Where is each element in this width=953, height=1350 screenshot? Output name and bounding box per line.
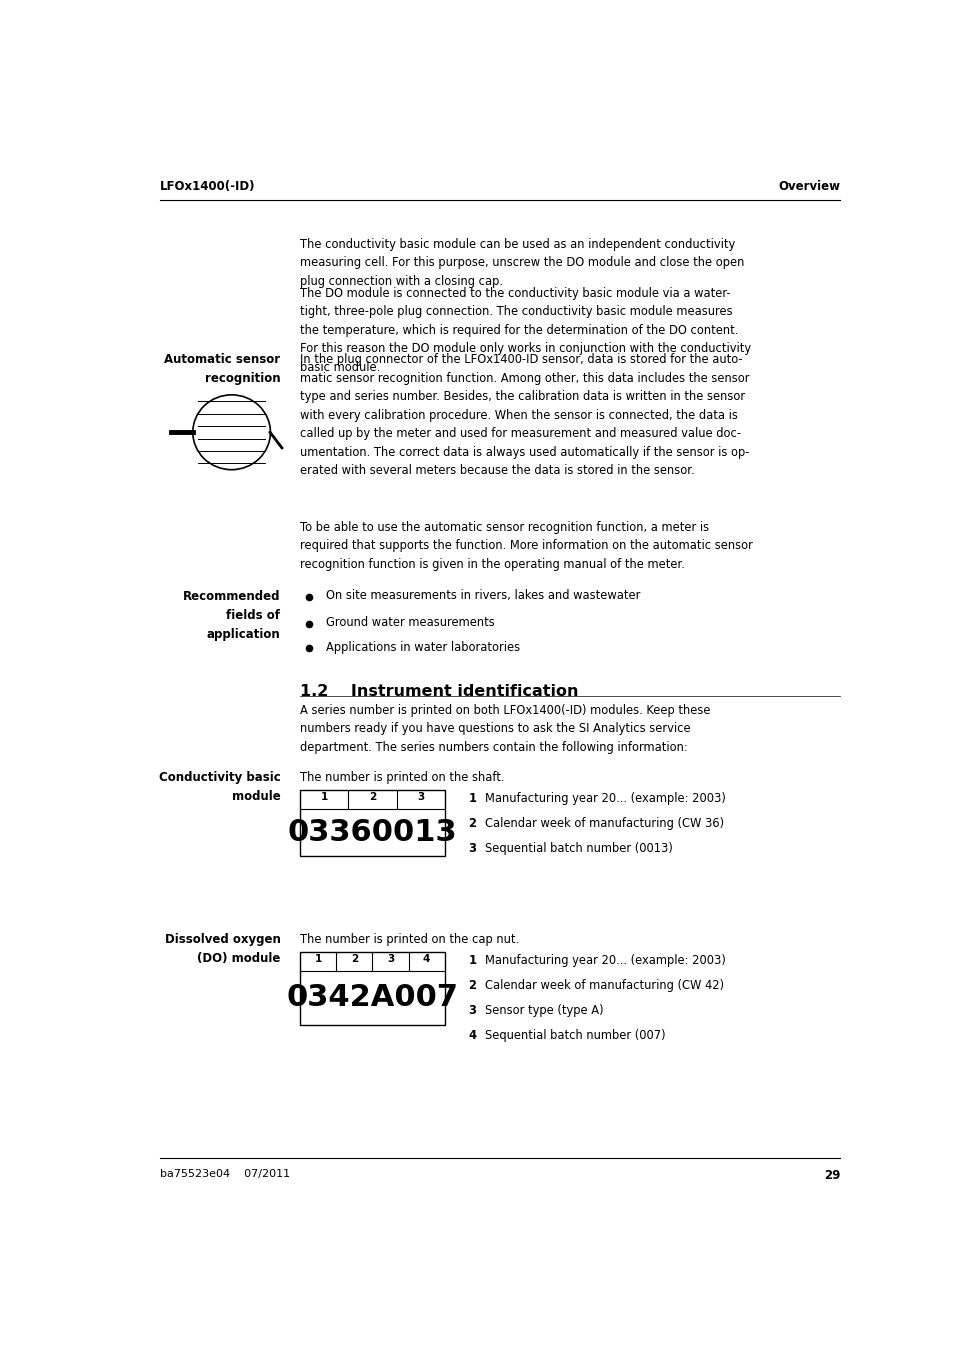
Text: 4: 4 xyxy=(468,1029,476,1042)
Text: 1: 1 xyxy=(468,792,476,805)
Text: 03360013: 03360013 xyxy=(288,818,456,846)
Text: 3: 3 xyxy=(387,954,394,964)
Text: 1.2    Instrument identification: 1.2 Instrument identification xyxy=(300,684,578,699)
Text: 1: 1 xyxy=(320,792,328,802)
Text: Sequential batch number (0013): Sequential batch number (0013) xyxy=(485,842,673,855)
Bar xyxy=(300,952,444,1025)
Text: A series number is printed on both LFOx1400(-ID) modules. Keep these
numbers rea: A series number is printed on both LFOx1… xyxy=(300,703,710,753)
Text: 3: 3 xyxy=(468,842,476,855)
Text: In the plug connector of the LFOx1400-ID sensor, data is stored for the auto-
ma: In the plug connector of the LFOx1400-ID… xyxy=(300,354,749,478)
Text: 0342A007: 0342A007 xyxy=(286,983,458,1012)
Text: To be able to use the automatic sensor recognition function, a meter is
required: To be able to use the automatic sensor r… xyxy=(300,521,753,571)
Text: Applications in water laboratories: Applications in water laboratories xyxy=(326,641,519,653)
Text: ba75523e04    07/2011: ba75523e04 07/2011 xyxy=(160,1169,290,1180)
Text: Calendar week of manufacturing (CW 42): Calendar week of manufacturing (CW 42) xyxy=(485,979,723,992)
Text: 2: 2 xyxy=(468,979,476,992)
Text: Automatic sensor
recognition: Automatic sensor recognition xyxy=(164,354,280,385)
Text: Sensor type (type A): Sensor type (type A) xyxy=(485,1004,603,1017)
Text: The number is printed on the cap nut.: The number is printed on the cap nut. xyxy=(300,933,519,946)
Text: Overview: Overview xyxy=(778,180,840,193)
Bar xyxy=(300,790,444,856)
Text: 2: 2 xyxy=(351,954,357,964)
Text: 3: 3 xyxy=(416,792,424,802)
Text: 4: 4 xyxy=(422,954,430,964)
Text: On site measurements in rivers, lakes and wastewater: On site measurements in rivers, lakes an… xyxy=(326,589,640,602)
Text: Dissolved oxygen
(DO) module: Dissolved oxygen (DO) module xyxy=(164,933,280,965)
Text: The number is printed on the shaft.: The number is printed on the shaft. xyxy=(300,771,504,784)
Text: 29: 29 xyxy=(822,1169,840,1183)
Text: The conductivity basic module can be used as an independent conductivity
measuri: The conductivity basic module can be use… xyxy=(300,238,744,288)
Text: Manufacturing year 20... (example: 2003): Manufacturing year 20... (example: 2003) xyxy=(485,792,725,805)
Text: Conductivity basic
module: Conductivity basic module xyxy=(158,771,280,803)
Text: 2: 2 xyxy=(468,817,476,830)
Text: 1: 1 xyxy=(468,954,476,967)
Text: 2: 2 xyxy=(369,792,375,802)
Text: LFOx1400(-ID): LFOx1400(-ID) xyxy=(160,180,255,193)
Text: Recommended
fields of
application: Recommended fields of application xyxy=(183,590,280,641)
Text: Calendar week of manufacturing (CW 36): Calendar week of manufacturing (CW 36) xyxy=(485,817,723,830)
Text: Ground water measurements: Ground water measurements xyxy=(326,616,495,629)
Text: 3: 3 xyxy=(468,1004,476,1017)
Text: 1: 1 xyxy=(314,954,322,964)
Text: Sequential batch number (007): Sequential batch number (007) xyxy=(485,1029,665,1042)
Text: Manufacturing year 20... (example: 2003): Manufacturing year 20... (example: 2003) xyxy=(485,954,725,967)
Text: The DO module is connected to the conductivity basic module via a water-
tight, : The DO module is connected to the conduc… xyxy=(300,286,751,374)
